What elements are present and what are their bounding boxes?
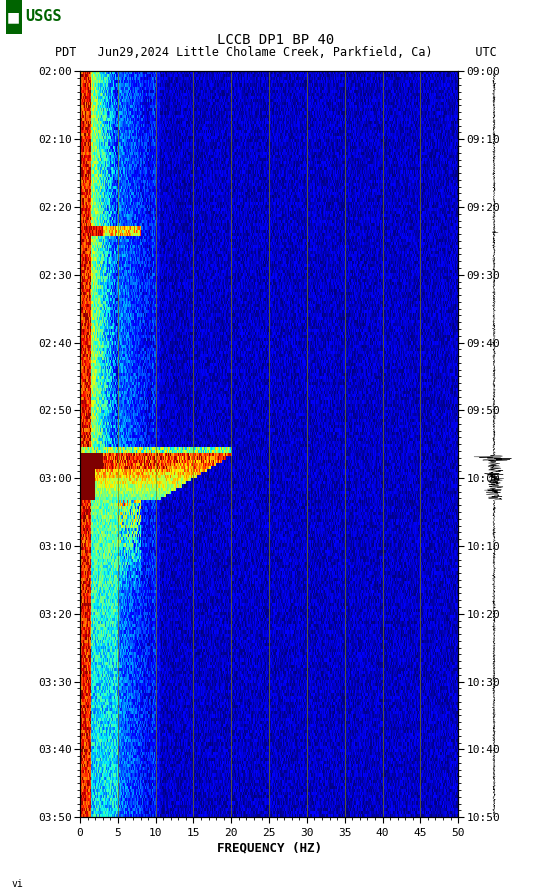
Text: vi: vi (11, 879, 23, 889)
Text: PDT   Jun29,2024 Little Cholame Creek, Parkfield, Ca)      UTC: PDT Jun29,2024 Little Cholame Creek, Par… (55, 46, 497, 60)
X-axis label: FREQUENCY (HZ): FREQUENCY (HZ) (216, 842, 322, 855)
Text: LCCB DP1 BP 40: LCCB DP1 BP 40 (217, 33, 335, 47)
FancyBboxPatch shape (6, 0, 22, 34)
Text: ■: ■ (7, 10, 20, 24)
Text: USGS: USGS (25, 10, 62, 24)
